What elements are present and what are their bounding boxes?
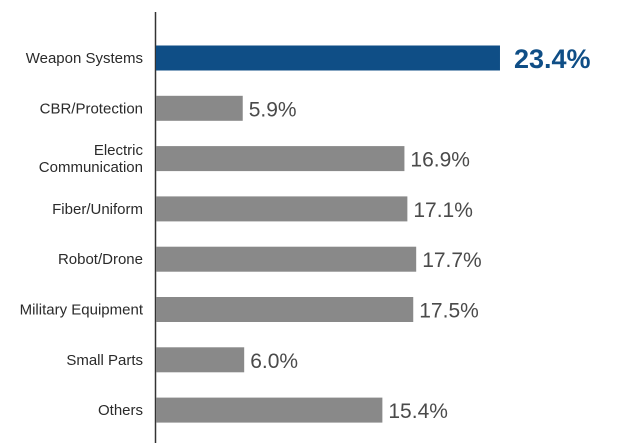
value-label: 15.4% bbox=[388, 400, 448, 423]
category-label: Robot/Drone bbox=[58, 251, 143, 268]
category-label: Communication bbox=[39, 159, 143, 176]
value-label: 17.1% bbox=[413, 199, 473, 222]
bar-3 bbox=[156, 196, 408, 222]
bar-2 bbox=[156, 146, 405, 172]
value-labels: 23.4% 5.9% 16.9% 17.1% 17.7% 17.5% 6.0% 15.4% bbox=[249, 44, 591, 423]
category-label: Weapon Systems bbox=[26, 50, 143, 67]
bar-5 bbox=[156, 297, 414, 322]
category-label: Military Equipment bbox=[20, 302, 144, 319]
bar-4 bbox=[156, 246, 417, 272]
bars-layer bbox=[156, 45, 500, 423]
value-label: 6.0% bbox=[250, 350, 298, 373]
bar-7 bbox=[156, 397, 383, 423]
value-label: 23.4% bbox=[514, 44, 591, 74]
bar-6 bbox=[156, 347, 245, 373]
category-label: Small Parts bbox=[66, 352, 143, 369]
value-label: 5.9% bbox=[249, 98, 297, 121]
bar-0 bbox=[156, 45, 500, 71]
category-label: Fiber/Uniform bbox=[52, 201, 143, 218]
bar-1 bbox=[156, 95, 243, 121]
category-label: Others bbox=[98, 402, 143, 419]
category-label: Electric bbox=[94, 142, 144, 159]
value-label: 16.9% bbox=[410, 149, 470, 172]
category-labels: Weapon Systems CBR/Protection ElectricComm… bbox=[20, 50, 144, 419]
category-label: CBR/Protection bbox=[40, 100, 143, 117]
value-label: 17.5% bbox=[419, 300, 479, 323]
value-label: 17.7% bbox=[422, 249, 482, 272]
